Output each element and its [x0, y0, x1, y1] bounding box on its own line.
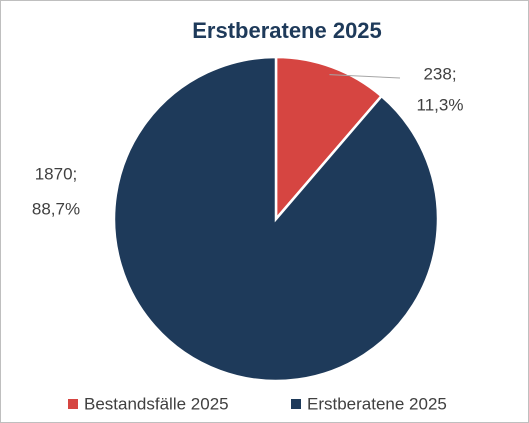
legend-label: Bestandsfälle 2025: [84, 394, 229, 413]
data-label: 238;: [423, 64, 456, 83]
legend-swatch: [68, 399, 78, 409]
chart-title: Erstberatene 2025: [192, 18, 382, 43]
data-label-percent: 88,7%: [32, 199, 80, 218]
data-label-percent: 11,3%: [417, 95, 464, 114]
pie-slice: [274, 55, 384, 223]
data-label: 1870;: [35, 164, 78, 183]
pie-slice: [112, 55, 440, 383]
leader-line: [329, 74, 401, 79]
legend-swatch: [291, 399, 301, 409]
legend-label: Erstberatene 2025: [307, 394, 447, 413]
